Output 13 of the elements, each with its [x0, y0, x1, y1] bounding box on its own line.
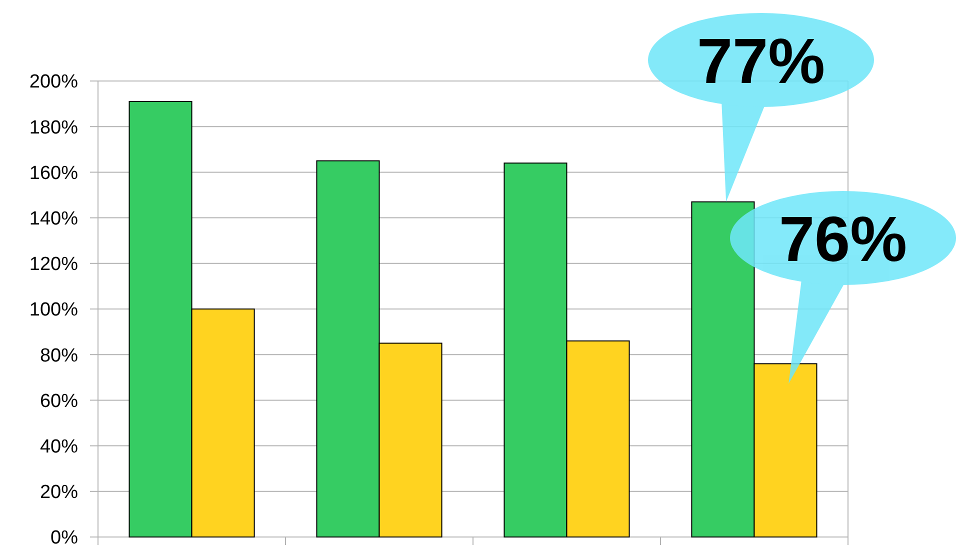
y-tick-label: 40% [40, 436, 78, 458]
y-tick-label: 180% [29, 117, 78, 138]
annotation: 76% [778, 203, 908, 276]
y-tick-label: 0% [50, 528, 78, 549]
y-tick-label: 60% [40, 390, 78, 412]
y-tick-label: 120% [29, 254, 78, 276]
y-tick-label: 20% [40, 482, 78, 504]
y-tick-label: 100% [29, 300, 78, 321]
y-tick-label: 200% [29, 72, 78, 93]
y-tick-label: 160% [29, 162, 78, 184]
y-tick-label: 80% [40, 345, 78, 366]
annotation: 77% [696, 25, 826, 98]
y-tick-label: 140% [29, 208, 78, 230]
